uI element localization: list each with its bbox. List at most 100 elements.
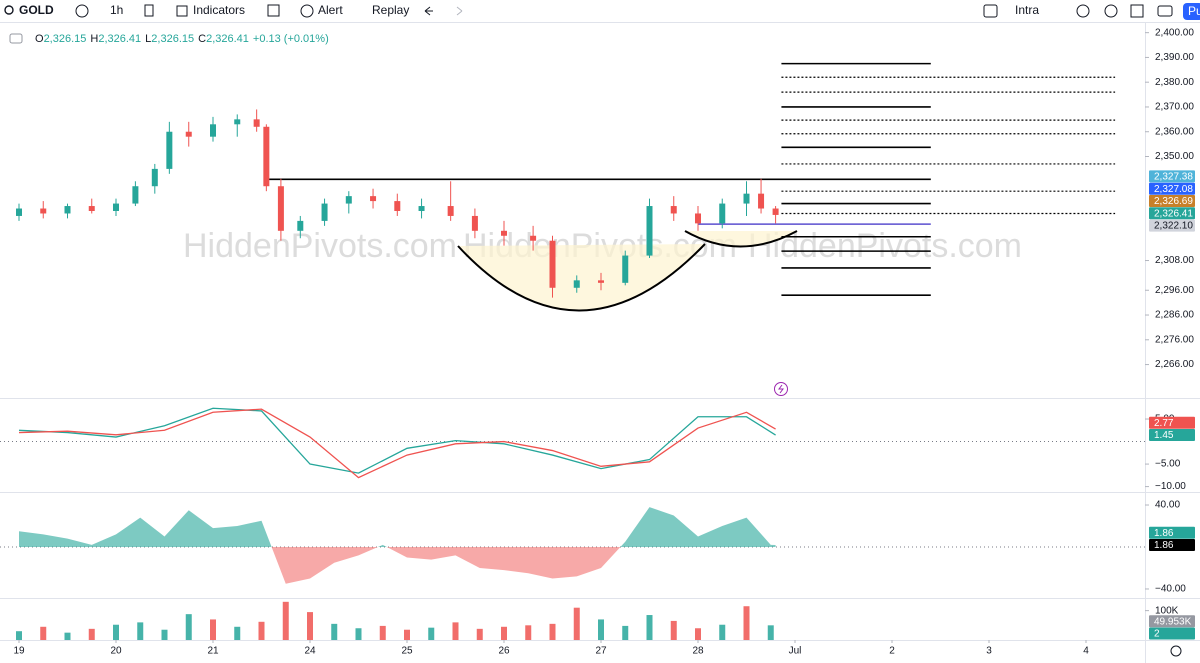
- volume-bar: [549, 623, 556, 640]
- undo-icon[interactable]: [424, 6, 433, 16]
- layouts-icon[interactable]: [267, 4, 280, 17]
- candle-body: [297, 220, 304, 231]
- price-label-bg: [1149, 429, 1195, 442]
- volume-bar: [622, 625, 629, 640]
- price-label: 2.77: [1154, 418, 1174, 429]
- price-label: 49.953K: [1154, 616, 1192, 627]
- x-tick-label: Jul: [789, 646, 802, 657]
- price-label: 2,327.38: [1154, 172, 1193, 183]
- y-tick-label: 2,308.00: [1155, 255, 1194, 266]
- volume-bar: [452, 622, 459, 640]
- candle-body: [394, 201, 401, 211]
- legend-o: O: [35, 33, 44, 45]
- volume-bar: [331, 623, 338, 640]
- legend-h-value: 2,326.41: [98, 33, 141, 45]
- interval[interactable]: 1h: [110, 3, 123, 17]
- legend-l-value: 2,326.15: [151, 33, 194, 45]
- candle-body: [132, 186, 139, 204]
- candle-body: [113, 203, 119, 211]
- y-tick-label: 40.00: [1155, 500, 1180, 511]
- x-tick-label: 24: [304, 646, 316, 657]
- legend-collapse[interactable]: [9, 33, 23, 44]
- candle-body: [743, 193, 750, 204]
- replay-button[interactable]: Replay: [372, 3, 409, 17]
- price-label-bg: [1149, 195, 1195, 208]
- candle-body: [573, 280, 580, 288]
- legend-l: L: [145, 33, 151, 45]
- volume-bar: [598, 619, 604, 640]
- legend-c-value: 2,326.41: [206, 33, 249, 45]
- snapshot-icon[interactable]: [1157, 5, 1173, 17]
- redo-icon[interactable]: [456, 6, 463, 16]
- y-tick-label: 2,286.00: [1155, 310, 1194, 321]
- settings-icon[interactable]: [1104, 4, 1118, 18]
- price-label-bg: [1149, 526, 1195, 539]
- x-tick-label: 21: [207, 646, 219, 657]
- volume-bar: [695, 628, 701, 640]
- alert-icon[interactable]: [300, 4, 314, 18]
- y-tick-label: 2,296.00: [1155, 285, 1194, 296]
- x-tick-label: 2: [889, 646, 895, 657]
- x-tick-label: 20: [110, 646, 122, 657]
- watermark: HiddenPivots.com: [183, 227, 457, 265]
- volume-bar: [501, 626, 507, 640]
- axis-settings[interactable]: [1170, 645, 1182, 657]
- candle-body: [695, 213, 701, 224]
- candle-body: [151, 168, 158, 187]
- symbol[interactable]: GOLD: [19, 3, 54, 17]
- volume-bar: [476, 628, 483, 640]
- compare-icon[interactable]: [75, 4, 89, 18]
- price-label-bg: [1149, 219, 1195, 232]
- indicators-button[interactable]: Indicators: [193, 3, 245, 17]
- volume-bar: [379, 625, 386, 640]
- y-tick-label: 2,370.00: [1155, 102, 1194, 113]
- candle-body: [263, 126, 270, 187]
- session-selector[interactable]: Intra: [1015, 3, 1039, 17]
- price-label-bg: [1149, 615, 1195, 628]
- price-label-bg: [1149, 182, 1195, 195]
- candle-body: [719, 203, 726, 224]
- volume-bar: [234, 626, 241, 640]
- candle-body: [16, 208, 22, 216]
- volume-bar: [404, 629, 410, 640]
- fullscreen-icon[interactable]: [1130, 4, 1144, 18]
- fullscreen-toggle[interactable]: [983, 4, 998, 18]
- x-tick-label: 26: [498, 646, 510, 657]
- candle-body: [598, 280, 604, 283]
- candle-body: [166, 131, 173, 169]
- candle-body: [40, 208, 47, 214]
- candle-body: [447, 206, 454, 216]
- price-label: 2,327.08: [1154, 184, 1193, 195]
- volume-bar: [113, 624, 119, 640]
- volume-bar: [767, 625, 774, 640]
- y-tick-label: 2,380.00: [1155, 77, 1194, 88]
- legend-o-value: 2,326.15: [44, 33, 87, 45]
- search-icon[interactable]: [4, 5, 14, 15]
- volume-bar: [185, 614, 192, 640]
- volume-bar: [210, 619, 216, 640]
- volume-bar: [525, 625, 532, 640]
- chart-type-icon[interactable]: [144, 4, 154, 17]
- quick-search-icon[interactable]: [1076, 4, 1090, 18]
- candle-body: [772, 208, 779, 215]
- candle-body: [418, 206, 425, 211]
- indicators-icon[interactable]: [176, 5, 188, 17]
- publish-button[interactable]: [1183, 3, 1200, 20]
- publish-label[interactable]: Pu: [1188, 4, 1200, 18]
- candle-body: [670, 206, 677, 214]
- y-tick-label: −10.00: [1155, 481, 1186, 492]
- candle-body: [88, 206, 95, 211]
- candle-body: [321, 203, 328, 221]
- candle-body: [622, 255, 629, 283]
- alert-button[interactable]: Alert: [318, 3, 343, 17]
- event-marker-icon: [778, 384, 784, 394]
- oscillator-line: [18, 408, 776, 479]
- toolbar: [0, 0, 1200, 22]
- volume-bar: [282, 601, 289, 640]
- price-label: 2,326.69: [1154, 196, 1193, 207]
- x-tick-label: 4: [1083, 646, 1089, 657]
- event-marker[interactable]: [774, 382, 788, 396]
- candle-body: [210, 124, 216, 137]
- volume-bar: [719, 624, 726, 640]
